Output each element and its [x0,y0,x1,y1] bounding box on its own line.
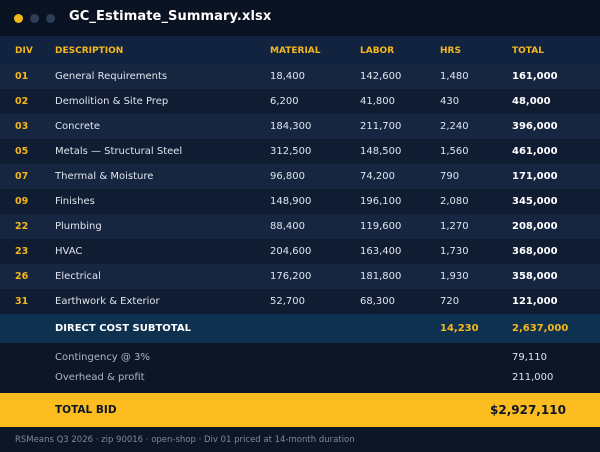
cell-total[interactable]: 461,000 [512,146,558,157]
cell-div[interactable]: 31 [15,296,29,307]
cell-div[interactable]: 22 [15,221,29,232]
cell-total[interactable]: 121,000 [512,296,558,307]
contingency-row: Contingency @ 3% 79,110 [0,348,600,368]
column-header-hrs[interactable]: HRS [440,46,461,56]
cell-material[interactable]: 52,700 [270,296,305,307]
cell-material[interactable]: 176,200 [270,271,312,282]
table-row[interactable]: 26 Electrical 176,200 181,800 1,930 358,000 [0,264,600,289]
cell-labor[interactable]: 196,100 [360,196,402,207]
cell-labor[interactable]: 41,800 [360,96,395,107]
cell-description[interactable]: HVAC [55,246,83,257]
cell-total[interactable]: 396,000 [512,121,558,132]
cell-div[interactable]: 26 [15,271,29,282]
cell-hrs[interactable]: 2,240 [440,121,469,132]
subtotal-label: DIRECT COST SUBTOTAL [55,323,191,334]
footer-note: RSMeans Q3 2026 · zip 90016 · open-shop … [15,435,355,445]
column-header-total[interactable]: TOTAL [512,46,544,56]
cell-hrs[interactable]: 1,270 [440,221,469,232]
cell-labor[interactable]: 74,200 [360,171,395,182]
cell-labor[interactable]: 148,500 [360,146,402,157]
cell-description[interactable]: Electrical [55,271,101,282]
column-header-description[interactable]: DESCRIPTION [55,46,124,56]
table-row[interactable]: 07 Thermal & Moisture 96,800 74,200 790 171,0… [0,164,600,189]
cell-material[interactable]: 88,400 [270,221,305,232]
total-bid-row: TOTAL BID $2,927,110 [0,393,600,427]
table-header: DIV DESCRIPTION MATERIAL LABOR HRS TOTAL [0,36,600,64]
cell-material[interactable]: 96,800 [270,171,305,182]
total-bid-label: TOTAL BID [55,404,117,416]
cell-total[interactable]: 358,000 [512,271,558,282]
cell-hrs[interactable]: 2,080 [440,196,469,207]
cell-hrs[interactable]: 720 [440,296,460,307]
cell-hrs[interactable]: 430 [440,96,460,107]
cell-hrs[interactable]: 790 [440,171,460,182]
cell-hrs[interactable]: 1,560 [440,146,469,157]
cell-hrs[interactable]: 1,730 [440,246,469,257]
window-maximize-dot[interactable] [46,14,55,23]
cell-div[interactable]: 03 [15,121,29,132]
cell-total[interactable]: 171,000 [512,171,558,182]
cell-total[interactable]: 208,000 [512,221,558,232]
cell-div[interactable]: 23 [15,246,29,257]
cell-description[interactable]: Metals — Structural Steel [55,146,183,157]
cell-material[interactable]: 6,200 [270,96,299,107]
cell-div[interactable]: 05 [15,146,29,157]
cell-material[interactable]: 312,500 [270,146,312,157]
cell-total[interactable]: 161,000 [512,71,558,82]
window-title: GC_Estimate_Summary.xlsx [69,9,272,24]
table-row[interactable]: 02 Demolition & Site Prep 6,200 41,800 430 48… [0,89,600,114]
title-bar: GC_Estimate_Summary.xlsx [0,0,600,36]
cell-description[interactable]: Concrete [55,121,101,132]
cell-material[interactable]: 184,300 [270,121,312,132]
cell-description[interactable]: Demolition & Site Prep [55,96,169,107]
column-header-material[interactable]: MATERIAL [270,46,321,56]
table-row[interactable]: 31 Earthwork & Exterior 52,700 68,300 720 121… [0,289,600,314]
subtotal-total[interactable]: 2,637,000 [512,323,569,334]
overhead-label: Overhead & profit [55,372,145,383]
cell-total[interactable]: 368,000 [512,246,558,257]
column-header-labor[interactable]: LABOR [360,46,395,56]
cell-labor[interactable]: 163,400 [360,246,402,257]
cell-description[interactable]: Thermal & Moisture [55,171,154,182]
cell-hrs[interactable]: 1,930 [440,271,469,282]
table-row[interactable]: 01 General Requirements 18,400 142,600 1,480… [0,64,600,89]
contingency-label: Contingency @ 3% [55,352,150,363]
overhead-value[interactable]: 211,000 [512,372,554,383]
table-row[interactable]: 03 Concrete 184,300 211,700 2,240 396,000 [0,114,600,139]
cell-div[interactable]: 02 [15,96,29,107]
cell-material[interactable]: 18,400 [270,71,305,82]
cell-labor[interactable]: 211,700 [360,121,402,132]
cell-div[interactable]: 07 [15,171,29,182]
cell-material[interactable]: 204,600 [270,246,312,257]
table-row[interactable]: 23 HVAC 204,600 163,400 1,730 368,000 [0,239,600,264]
cell-description[interactable]: Earthwork & Exterior [55,296,160,307]
total-bid-value[interactable]: $2,927,110 [490,403,566,417]
cell-description[interactable]: General Requirements [55,71,168,82]
cell-labor[interactable]: 68,300 [360,296,395,307]
cell-total[interactable]: 48,000 [512,96,551,107]
column-header-div[interactable]: DIV [15,46,33,56]
cell-hrs[interactable]: 1,480 [440,71,469,82]
overhead-row: Overhead & profit 211,000 [0,368,600,388]
cell-div[interactable]: 01 [15,71,29,82]
table-row[interactable]: 09 Finishes 148,900 196,100 2,080 345,000 [0,189,600,214]
contingency-value[interactable]: 79,110 [512,352,547,363]
cell-material[interactable]: 148,900 [270,196,312,207]
cell-labor[interactable]: 119,600 [360,221,402,232]
window-close-dot[interactable] [14,14,23,23]
cell-labor[interactable]: 181,800 [360,271,402,282]
cell-total[interactable]: 345,000 [512,196,558,207]
table-row[interactable]: 22 Plumbing 88,400 119,600 1,270 208,000 [0,214,600,239]
window-minimize-dot[interactable] [30,14,39,23]
subtotal-hrs[interactable]: 14,230 [440,323,479,334]
cell-labor[interactable]: 142,600 [360,71,402,82]
table-row[interactable]: 05 Metals — Structural Steel 312,500 148,50… [0,139,600,164]
cell-description[interactable]: Plumbing [55,221,102,232]
cell-div[interactable]: 09 [15,196,29,207]
cell-description[interactable]: Finishes [55,196,95,207]
subtotal-row: DIRECT COST SUBTOTAL 14,230 2,637,000 [0,314,600,343]
